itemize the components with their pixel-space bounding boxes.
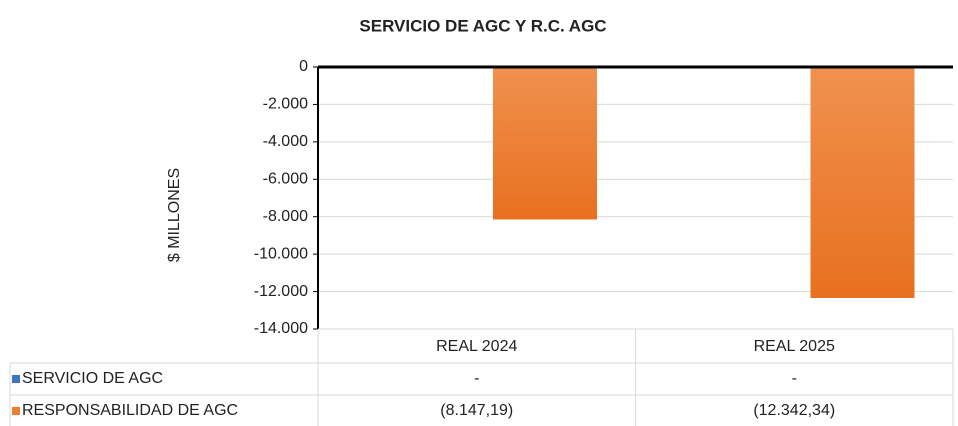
x-tick-label: REAL 2024 <box>436 338 517 355</box>
bar <box>810 67 915 298</box>
x-tick-label: REAL 2025 <box>754 338 835 355</box>
y-tick-label: -8.000 <box>263 208 308 225</box>
y-tick-label: -12.000 <box>254 283 308 300</box>
legend-label: SERVICIO DE AGC <box>22 370 163 387</box>
y-axis-label: $ MILLONES <box>166 168 183 262</box>
data-label: (8.147,19) <box>440 402 513 419</box>
y-tick-label: -10.000 <box>254 245 308 262</box>
data-label: - <box>792 370 797 387</box>
legend-label: RESPONSABILIDAD DE AGC <box>22 402 238 419</box>
data-label: (12.342,34) <box>753 402 835 419</box>
legend-key <box>12 407 20 415</box>
y-tick-label: -14.000 <box>254 320 308 337</box>
y-tick-label: -2.000 <box>263 96 308 113</box>
bar <box>493 67 597 220</box>
legend-key <box>12 375 20 383</box>
data-label: - <box>474 370 479 387</box>
y-tick-label: 0 <box>299 58 308 75</box>
y-tick-label: -6.000 <box>263 171 308 188</box>
chart-title: SERVICIO DE AGC Y R.C. AGC <box>359 16 606 35</box>
y-tick-label: -4.000 <box>263 133 308 150</box>
